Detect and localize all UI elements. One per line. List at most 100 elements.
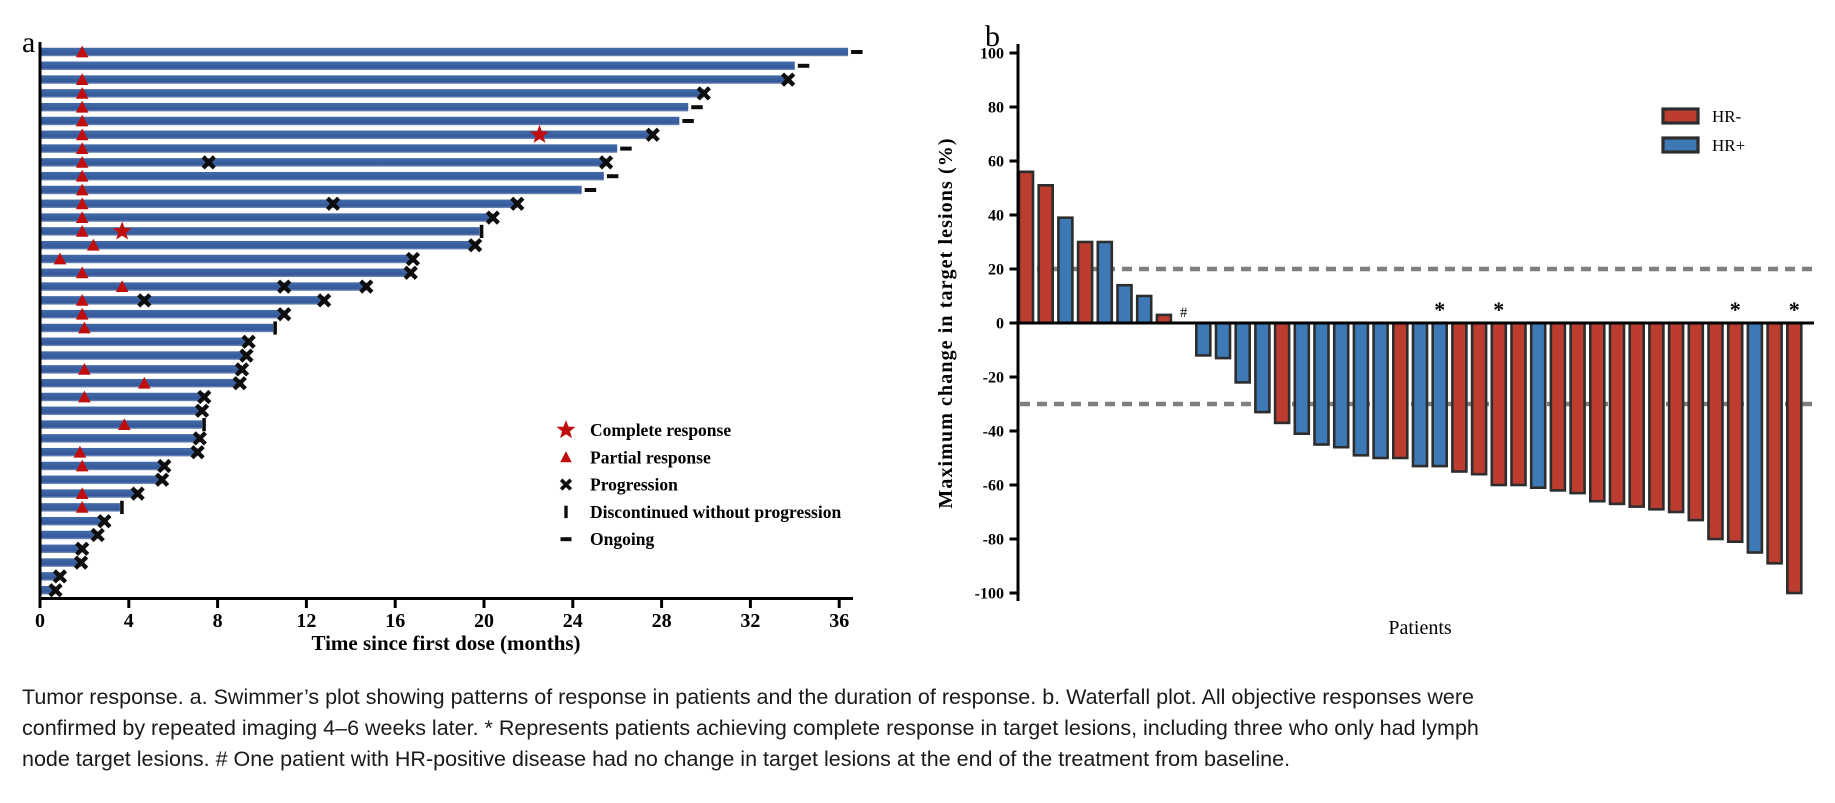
swimmer-bar — [41, 158, 607, 167]
swimmer-bar — [41, 434, 200, 443]
swimmer-bar — [41, 323, 274, 333]
progression-icon — [277, 307, 292, 322]
waterfall-tick-label: -20 — [983, 370, 1004, 387]
waterfall-legend-item: HR- — [1661, 107, 1742, 126]
waterfall-bar — [1648, 321, 1665, 511]
waterfall-bar — [1707, 321, 1724, 541]
partial-response-icon — [75, 197, 89, 210]
swimmer-bar — [41, 489, 138, 498]
swimmer-tick-label: 16 — [385, 610, 405, 632]
ongoing-icon — [797, 63, 810, 68]
waterfall-tick-label: 40 — [988, 208, 1004, 225]
waterfall-tick-label: 80 — [988, 100, 1004, 117]
waterfall-bar — [1273, 321, 1291, 425]
progression-icon — [696, 86, 711, 101]
waterfall-bar — [1766, 321, 1783, 565]
progression-icon — [190, 445, 205, 460]
no-change-hash: # — [1180, 305, 1187, 321]
waterfall-tick-label: -40 — [983, 424, 1004, 441]
waterfall-bar — [1628, 321, 1645, 508]
progression-icon — [277, 279, 292, 294]
complete-response-icon — [529, 124, 550, 143]
waterfall-bar — [1451, 321, 1468, 473]
progression-icon — [194, 403, 210, 418]
partial-response-icon — [75, 142, 89, 154]
swimmer-bar — [41, 240, 476, 250]
figure-caption: Tumor response. a. Swimmer’s plot showin… — [22, 682, 1822, 775]
swimmer-bar — [41, 365, 243, 374]
discontinued-icon — [273, 321, 277, 335]
complete-response-icon — [556, 420, 576, 439]
progression-icon — [73, 555, 89, 570]
swimmer-bar — [41, 378, 240, 388]
swimmer-legend-label: Discontinued without progression — [590, 502, 841, 522]
swimmer-bar — [41, 61, 795, 71]
swimmer-legend-label: Ongoing — [590, 529, 654, 549]
swimmer-bar — [41, 227, 480, 236]
waterfall-bar — [1687, 321, 1705, 522]
waterfall-bar — [1392, 321, 1409, 460]
progression-icon — [598, 155, 614, 170]
swimmer-legend-label: Complete response — [590, 420, 731, 440]
ongoing-icon — [691, 105, 703, 110]
partial-response-icon — [78, 321, 91, 334]
waterfall-bar — [1116, 283, 1133, 325]
progression-icon — [325, 196, 341, 211]
waterfall-bar — [1510, 321, 1527, 487]
partial-response-icon — [86, 238, 100, 251]
swimmer-bar — [41, 337, 249, 347]
waterfall-bar — [1037, 184, 1054, 325]
waterfall-bar — [1431, 321, 1448, 468]
waterfall-bar — [1372, 321, 1389, 460]
progression-icon — [781, 72, 796, 87]
progression-icon — [645, 127, 660, 142]
progression-icon — [510, 196, 525, 211]
progression-icon — [485, 210, 501, 225]
waterfall-bar — [1411, 321, 1429, 468]
partial-response-icon — [560, 451, 572, 463]
ongoing-icon — [584, 188, 597, 192]
waterfall-bar — [1234, 321, 1251, 384]
discontinued-icon — [202, 418, 206, 432]
waterfall-tick-label: 0 — [996, 316, 1004, 333]
partial-response-icon — [78, 363, 91, 375]
waterfall-bar — [1332, 321, 1350, 449]
partial-response-icon — [75, 459, 89, 472]
swimmer-xaxis-title: Time since first dose (months) — [311, 631, 580, 655]
waterfall-legend: HR- HR+ — [1661, 107, 1745, 155]
partial-response-icon — [73, 445, 87, 458]
partial-response-icon — [53, 252, 67, 265]
swimmer-legend: Complete response Partial response Progres… — [556, 420, 841, 549]
progression-icon — [559, 478, 573, 491]
complete-response-asterisk: * — [1434, 297, 1445, 322]
caption-line-3: node target lesions. # One patient with … — [22, 747, 1291, 771]
progression-icon — [75, 541, 90, 556]
swimmer-bar — [41, 282, 367, 291]
partial-response-icon — [75, 225, 89, 237]
swimmer-bar — [41, 185, 582, 195]
waterfall-xaxis-title: Patients — [1388, 617, 1452, 639]
partial-response-icon — [75, 87, 89, 99]
swimmer-bar — [41, 268, 411, 278]
waterfall-bar — [1470, 321, 1488, 476]
waterfall-bar — [1096, 240, 1114, 325]
waterfall-bar — [1017, 170, 1035, 325]
swimmer-bar — [41, 516, 105, 526]
swimmer-bar — [41, 572, 60, 581]
swimmer-legend-label: Progression — [590, 475, 678, 495]
swimmer-tick-label: 12 — [296, 610, 316, 632]
partial-response-icon — [78, 390, 91, 403]
partial-response-icon — [75, 45, 89, 58]
ongoing-icon — [606, 174, 619, 179]
waterfall-bar — [1076, 240, 1094, 325]
partial-response-icon — [75, 183, 89, 196]
swimmer-legend-item: Progression — [559, 475, 678, 495]
progression-icon — [405, 251, 421, 267]
waterfall-tick-label: -60 — [983, 478, 1004, 495]
swimmer-bar — [41, 171, 604, 181]
waterfall-bar — [1569, 321, 1586, 495]
swimmer-bar — [41, 102, 689, 112]
swimmer-tick-label: 0 — [35, 610, 45, 632]
waterfall-tick-label: 100 — [980, 46, 1004, 63]
